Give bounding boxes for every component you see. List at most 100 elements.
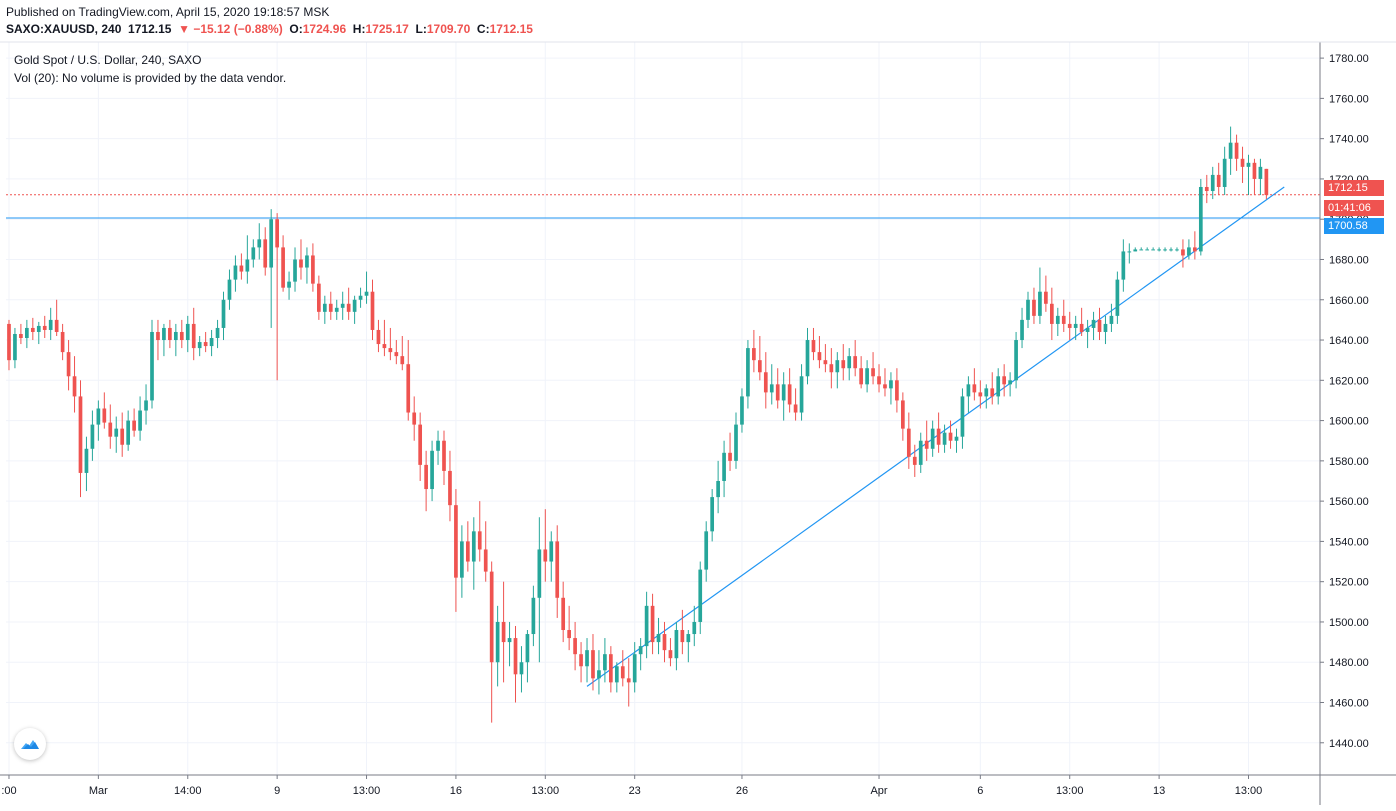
candle[interactable] — [763, 352, 768, 409]
candle[interactable] — [948, 420, 953, 449]
candle[interactable] — [215, 319, 220, 349]
candle[interactable] — [305, 247, 309, 284]
candle[interactable] — [525, 630, 530, 683]
candle[interactable] — [400, 336, 405, 371]
candle[interactable] — [102, 392, 107, 429]
candle[interactable] — [418, 412, 423, 481]
candle[interactable] — [656, 617, 661, 655]
candle[interactable] — [1252, 158, 1257, 196]
candle[interactable] — [179, 319, 184, 349]
candle[interactable] — [173, 323, 178, 357]
candle[interactable] — [1216, 162, 1221, 196]
candle[interactable] — [489, 561, 494, 723]
candle[interactable] — [1240, 146, 1245, 183]
candle[interactable] — [579, 642, 583, 683]
candle[interactable] — [918, 432, 923, 473]
candle[interactable] — [317, 275, 321, 320]
candle[interactable] — [1055, 307, 1060, 337]
candle[interactable] — [984, 384, 989, 409]
candle[interactable] — [424, 450, 428, 512]
candle[interactable] — [799, 364, 804, 421]
candle[interactable] — [1151, 247, 1155, 251]
candle[interactable] — [448, 450, 452, 522]
candle[interactable] — [680, 609, 685, 655]
candle[interactable] — [221, 291, 226, 341]
candle[interactable] — [1139, 247, 1144, 251]
candle[interactable] — [275, 213, 279, 381]
candle[interactable] — [549, 531, 554, 582]
candle[interactable] — [483, 521, 488, 582]
candle[interactable] — [847, 348, 852, 381]
candle[interactable] — [1234, 134, 1239, 171]
candle[interactable] — [36, 321, 41, 345]
candle[interactable] — [769, 364, 774, 405]
candle[interactable] — [388, 327, 393, 361]
candle[interactable] — [1044, 275, 1048, 312]
candle[interactable] — [906, 412, 911, 469]
candle[interactable] — [460, 525, 464, 598]
candle[interactable] — [555, 525, 560, 618]
candle[interactable] — [567, 605, 571, 651]
candle[interactable] — [126, 410, 131, 451]
candle[interactable] — [1133, 247, 1138, 252]
candle[interactable] — [358, 287, 363, 308]
candle[interactable] — [281, 235, 285, 292]
candle[interactable] — [811, 327, 816, 361]
candle[interactable] — [370, 279, 375, 341]
candle[interactable] — [287, 271, 291, 300]
candle[interactable] — [632, 642, 637, 693]
candle[interactable] — [1026, 291, 1030, 328]
candle[interactable] — [668, 638, 673, 667]
candle[interactable] — [233, 255, 238, 292]
candle[interactable] — [537, 517, 542, 663]
candle[interactable] — [1264, 168, 1269, 200]
candle[interactable] — [1079, 307, 1084, 337]
candle[interactable] — [591, 634, 595, 691]
candle[interactable] — [138, 396, 142, 441]
candle[interactable] — [251, 239, 256, 268]
candle[interactable] — [1169, 247, 1173, 252]
candle[interactable] — [930, 420, 935, 457]
candle[interactable] — [954, 428, 959, 453]
candle[interactable] — [722, 440, 726, 498]
candle[interactable] — [829, 348, 834, 389]
candle[interactable] — [513, 625, 518, 703]
candle[interactable] — [1198, 178, 1203, 256]
candle[interactable] — [156, 319, 160, 361]
candle[interactable] — [775, 368, 780, 409]
tradingview-logo-icon[interactable] — [14, 728, 46, 760]
candle[interactable] — [1008, 372, 1012, 397]
candle[interactable] — [1049, 287, 1054, 341]
candle[interactable] — [501, 581, 506, 683]
candle[interactable] — [787, 368, 792, 413]
candle[interactable] — [168, 319, 172, 349]
candle[interactable] — [42, 315, 47, 339]
candle[interactable] — [1085, 319, 1090, 349]
candle[interactable] — [430, 440, 434, 502]
candle[interactable] — [871, 352, 875, 385]
candle[interactable] — [1222, 146, 1227, 196]
candle[interactable] — [614, 662, 619, 693]
candle[interactable] — [1014, 331, 1018, 389]
candle[interactable] — [1032, 287, 1036, 324]
candle[interactable] — [686, 630, 691, 663]
candle[interactable] — [1181, 239, 1185, 268]
candle[interactable] — [978, 380, 983, 409]
candle[interactable] — [364, 271, 369, 304]
candle[interactable] — [66, 340, 71, 391]
candle[interactable] — [823, 344, 828, 373]
candle[interactable] — [936, 412, 941, 453]
candle[interactable] — [495, 605, 500, 687]
candle[interactable] — [269, 209, 274, 328]
candle[interactable] — [1109, 303, 1114, 332]
candle[interactable] — [924, 420, 929, 461]
candle[interactable] — [835, 352, 840, 389]
candle[interactable] — [1127, 243, 1132, 264]
candle[interactable] — [1157, 247, 1161, 252]
candle[interactable] — [603, 638, 607, 683]
candle[interactable] — [609, 646, 613, 693]
candle[interactable] — [84, 436, 89, 492]
candle[interactable] — [638, 638, 643, 671]
candle[interactable] — [746, 340, 750, 409]
